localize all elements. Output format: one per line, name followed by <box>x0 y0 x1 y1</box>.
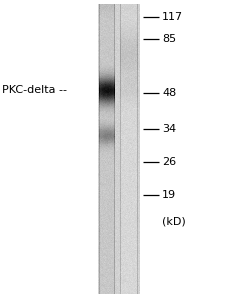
Text: 19: 19 <box>162 190 176 200</box>
Text: (kD): (kD) <box>162 217 186 227</box>
Text: 26: 26 <box>162 157 176 167</box>
Text: 117: 117 <box>162 12 183 22</box>
Text: PKC-delta --: PKC-delta -- <box>2 85 67 95</box>
Text: 85: 85 <box>162 34 176 44</box>
Text: 48: 48 <box>162 88 177 98</box>
Text: 34: 34 <box>162 124 176 134</box>
